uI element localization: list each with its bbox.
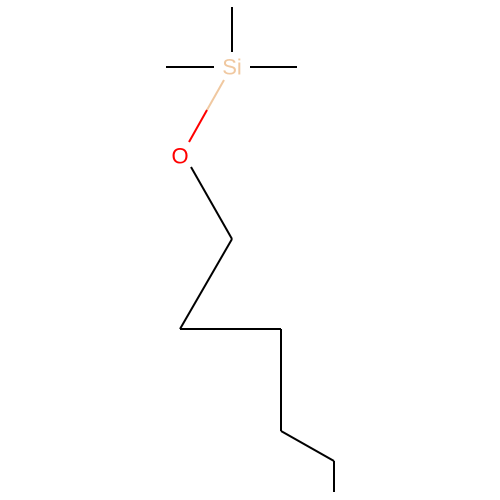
bond-3 bbox=[207, 80, 224, 110]
bond-5 bbox=[191, 167, 232, 239]
bond-6 bbox=[180, 239, 232, 329]
atom-label-o: O bbox=[171, 144, 188, 169]
molecule-diagram: Si O bbox=[0, 0, 500, 500]
atom-label-si: Si bbox=[222, 55, 242, 80]
bonds-group bbox=[166, 7, 334, 492]
bond-9 bbox=[281, 431, 334, 461]
bond-4 bbox=[189, 110, 207, 142]
